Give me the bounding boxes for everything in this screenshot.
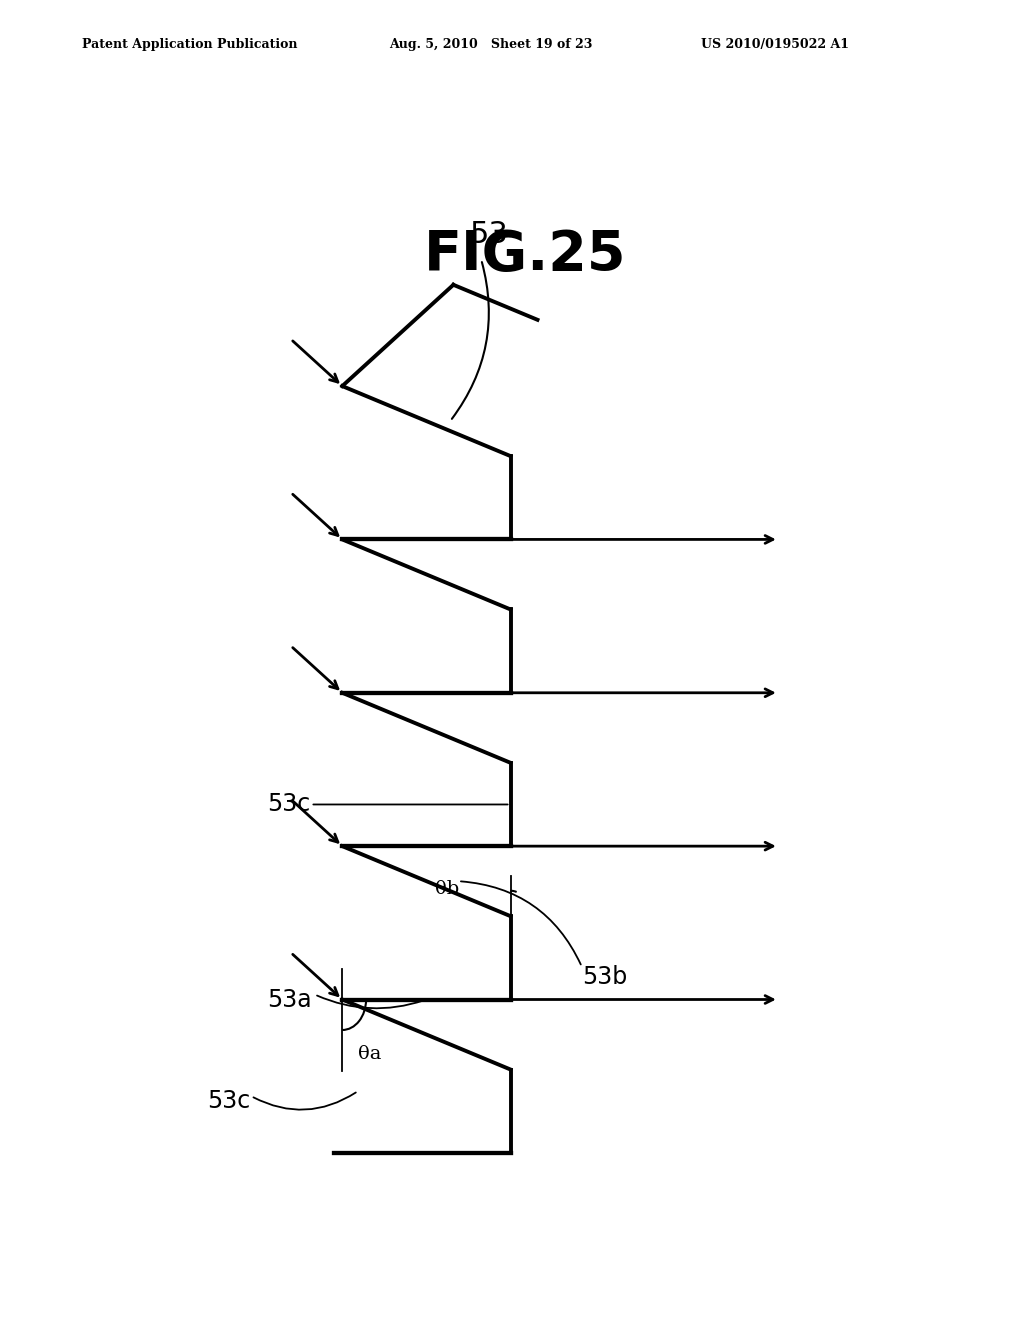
Text: 53: 53 [470, 220, 509, 249]
Text: 53c: 53c [207, 1089, 251, 1113]
Text: 53b: 53b [582, 965, 627, 989]
Text: Patent Application Publication: Patent Application Publication [82, 37, 297, 50]
Text: Aug. 5, 2010   Sheet 19 of 23: Aug. 5, 2010 Sheet 19 of 23 [389, 37, 593, 50]
Text: US 2010/0195022 A1: US 2010/0195022 A1 [701, 37, 850, 50]
Text: 53a: 53a [267, 987, 311, 1011]
Text: FIG.25: FIG.25 [424, 228, 626, 282]
Text: 53c: 53c [267, 792, 310, 817]
Text: θb: θb [434, 880, 459, 898]
Text: θa: θa [358, 1045, 382, 1063]
